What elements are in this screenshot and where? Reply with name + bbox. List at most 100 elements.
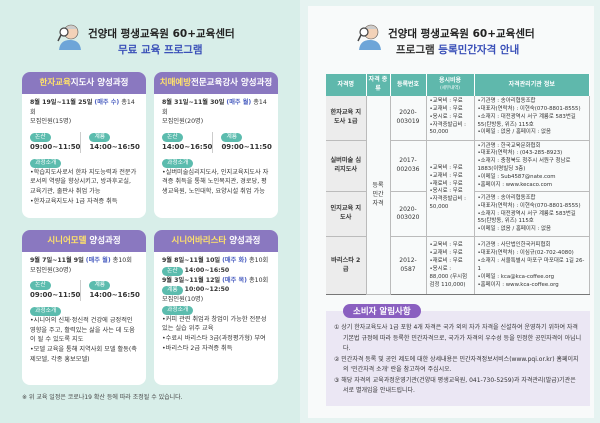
element: 9월 3일~11월 12일 (매주 목) 총10회: [162, 276, 270, 286]
info-3: •이메일 : 없음 / 홈페이지 : 없음: [477, 129, 551, 136]
0-no: 2020-003019: [390, 96, 427, 141]
cost-1: •교재비 : 무료: [429, 250, 463, 257]
info-4: •홈페이지 : www.kca-coffee.org: [477, 281, 559, 288]
element: 9월 7일~11월 9일 (매주 월) 총10회: [30, 256, 138, 266]
element: [359, 27, 369, 37]
info-0: •기관명 : 한국교육문화협회: [477, 142, 541, 149]
info-2: •소재지 : 서울특별시 마포구 마포대로 1길 26-1: [477, 258, 585, 272]
element: 9월 7일~11월 9일 (매주 월) 총10회 모집인원(30명) 논산 09:…: [22, 252, 146, 368]
element: [59, 27, 69, 37]
info-1: •대표자(연락처) : 이심규(02-702-4080): [477, 250, 574, 257]
1-name: 실버미술 심리지도사: [326, 140, 367, 193]
location-pill: 계룡: [89, 281, 111, 291]
0-time: 09:00~11:50: [30, 142, 81, 151]
element: 8월 19일~11월 25일 (매주 수) 총14회: [30, 98, 138, 117]
location-pill: 계룡: [89, 132, 111, 142]
1-title-hl: 치매예방: [159, 78, 192, 88]
2-recruit: 모집인원(30명): [30, 266, 72, 274]
page-title: 건양대 평생교육원 60+교육센터: [88, 28, 235, 40]
0-title-hl: 한자교육: [39, 78, 71, 88]
element: 9월 8일~11월 10일 (매주 화) 총10회 논산 14:00~16:50…: [154, 252, 278, 357]
1-day: (매주 목): [222, 276, 247, 284]
0-schedule: 9월 8일~11월 10일: [162, 257, 221, 264]
element: 자격명 자격 종류 등록번호 응시비용 (세부내역) 자격관리기관 정보: [326, 74, 590, 96]
info-0: •기관명 : 송아리협동조합: [477, 98, 536, 105]
2-schedule: 9월 7일~11월 9일: [30, 257, 84, 264]
info-3: •이메일 : kca@kca-coffee.org: [477, 273, 555, 280]
0-day: (매주 화): [222, 257, 247, 264]
right-page: 건양대 평생교육원 60+교육센터 프로그램 등록민간자격 안내 자격명 자격 종…: [300, 0, 600, 423]
page-subtitle: 무료 교육 프로그램: [118, 44, 203, 56]
0-time: 09:00~11:50: [30, 291, 81, 300]
1-schedule: 8월 31일~11월 30일: [162, 99, 225, 106]
element: 계룡 10:00~12:50: [162, 285, 270, 296]
element: 논산 09:00~11:50: [30, 280, 80, 301]
items-0: ① 상기 한자교육도사 1급 포함 4개 자격은 국가 외의 자가 자격을 신설…: [334, 324, 582, 352]
location-pill: 과정소개: [162, 158, 194, 168]
0-name: 한자교육 지도사 1급: [326, 96, 367, 141]
element: 응시비용 (세부내역): [426, 74, 475, 96]
cost-3: •자격증발급비 : 50,000: [429, 121, 466, 136]
info-1: •대표자(연락처) : (043-285-8923): [477, 150, 563, 157]
course-card-dementia: 치매예방전문교육강사 양성과정 8월 31일~11월 30일 (매주 월) 총1…: [154, 72, 278, 218]
shared-cost-0: •교육비 : 무료: [429, 165, 463, 171]
course-card-senior-barista: 시니어바리스타 양성과정 9월 8일~11월 10일 (매주 화) 총10회 논…: [154, 230, 278, 385]
element: [357, 34, 362, 42]
intro-0: •커피 관련 취업과 창업이 가능한 전문성 있는 실습 위주 교육: [162, 315, 267, 333]
info-2: •소재지 : 충청북도 청주시 서원구 청남로 1883(이명빌딩 3층): [477, 158, 571, 172]
consumer-notice: ① 상기 한자교육도사 1급 포함 4개 자격은 국가 외의 자가 자격을 신설…: [326, 311, 590, 406]
location-pill: 계룡: [221, 132, 243, 142]
items-1: ② 민간자격 등록 및 공인 제도에 대한 상세내용은 민간자격정보서비스(ww…: [334, 355, 579, 374]
element: 8월 31일~11월 30일 (매주 월) 총14회: [162, 98, 270, 117]
cost-0: •교육비 : 무료: [429, 98, 463, 105]
table-row: 한자교육 지도사 1급 등록 민간 자격 2020-003019 •교육비 : …: [326, 96, 590, 296]
items-2: ③ 해당 자격의 교육과정운영기관(건양대 평생교육원, 041-730-525…: [334, 376, 576, 395]
card-title: 치매예방전문교육강사 양성과정: [154, 72, 278, 94]
element: [359, 40, 381, 50]
shared-cost-4: •자격증발급비 : 50,000: [429, 196, 466, 211]
element: •기관명 : 사단법인한국커피협회 •대표자(연락처) : 이심규(02-702-…: [474, 236, 590, 296]
notice-title: 소비자 알림사항: [343, 304, 421, 318]
0-time: 14:00~16:50: [162, 142, 213, 151]
1-no: 2017-002036: [390, 140, 427, 193]
element: 논산 09:00~11:50: [30, 132, 80, 153]
card-title: 시니어바리스타 양성과정: [154, 230, 278, 252]
table-type: 등록 민간 자격: [366, 96, 391, 296]
1-time: 14:00~16:50: [89, 142, 140, 151]
person-magnifier-icon: [57, 24, 81, 50]
1-count: 총10회: [248, 276, 269, 284]
3-name: 바리스타 2급: [326, 236, 367, 296]
0-count: 총14회: [30, 99, 135, 116]
element: [365, 25, 377, 29]
info-3: •이메일 : Sub4587@nate.com: [477, 173, 556, 180]
cost-2: •응시료 : 무료: [429, 113, 463, 120]
location-pill: 계룡: [162, 286, 183, 296]
1-time: 14:00~16:50: [89, 291, 140, 300]
info-2: •소재지 : 대전광역시 서구 계룡로 583번길 55(탄방동, 위즈) 11…: [477, 210, 576, 225]
intro-0: •실버미술심리지도사, 인지교육지도사 자격증 취득을 통해 노인복지관, 경로…: [162, 168, 269, 195]
intro-1: •모델 교육을 통해 지역사회 모델 활동(축제모델, 각종 홍보모델): [30, 345, 137, 363]
3-title: 양성과정: [226, 236, 261, 246]
3-no: 2012-0587: [390, 236, 427, 296]
info-0: •기관명 : 송아리협동조합: [477, 194, 536, 201]
element: •기관명 : 송아리협동조합 •대표자(연락처) : 이현숙(070-8801-8…: [474, 191, 590, 238]
left-page: 건양대 평생교육원 60+교육센터 무료 교육 프로그램 한자교육지도사 양성과…: [0, 0, 300, 423]
element: 논산 14:00~16:50: [162, 132, 212, 153]
1-day: (매주 월): [226, 99, 252, 106]
shared-cost-3: •응시료 : 무료: [429, 188, 463, 195]
2-count: 총10회: [112, 257, 132, 264]
page-subtitle: 프로그램 등록민간자격 안내: [396, 42, 519, 57]
cost-3: •응시료 : 88,000 (무시험검정 110,000): [429, 265, 468, 288]
1-time: 10:00~12:50: [184, 286, 230, 294]
element: •기관명 : 한국교육문화협회 •대표자(연락처) : (043-285-8923…: [474, 140, 590, 193]
course-card-senior-model: 시니어모델 양성과정 9월 7일~11월 9일 (매주 월) 총10회 모집인원…: [22, 230, 146, 385]
element: 계룡 14:00~16:50: [80, 280, 140, 302]
cost-0: •교육비 : 무료: [429, 242, 463, 249]
3-recruit: 모집인원(10명): [162, 296, 204, 304]
card-title: 시니어모델 양성과정: [22, 230, 146, 252]
headers-4: 자격관리기관 정보: [474, 74, 590, 96]
element: 논산 14:00~16:50 계룡 09:00~11:50: [162, 131, 272, 153]
info-1: •대표자(연락처) : 이현숙(070-8801-8555): [477, 202, 581, 209]
2-title: 양성과정: [86, 236, 121, 246]
cost-1: •교재비 : 무료: [429, 106, 463, 112]
